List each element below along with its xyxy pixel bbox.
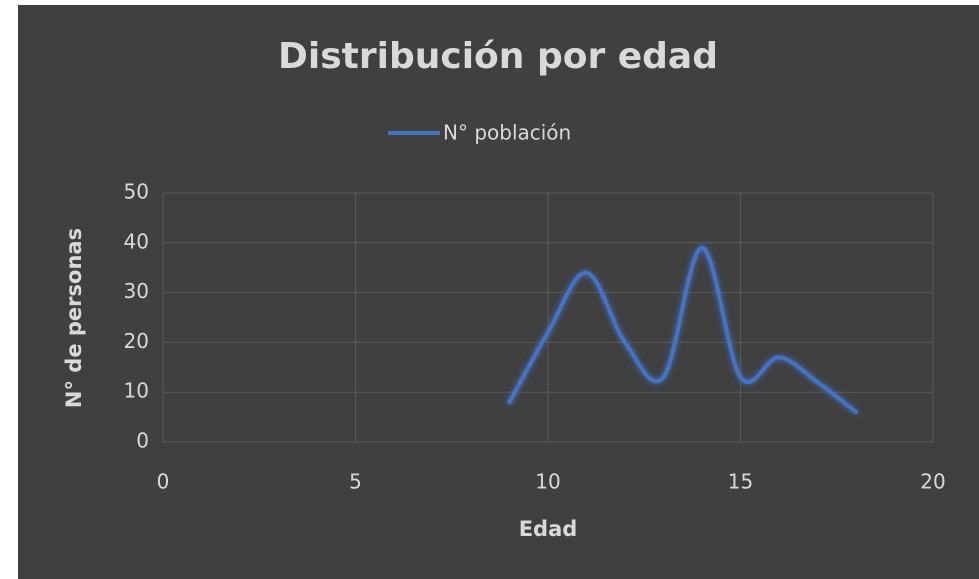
series-line xyxy=(507,245,858,415)
chart-title: Distribución por edad xyxy=(278,36,718,77)
y-tick-label: 0 xyxy=(136,429,149,453)
legend-label: N° población xyxy=(443,121,571,145)
x-tick-label: 15 xyxy=(728,470,753,494)
y-axis-label: N° de personas xyxy=(62,228,86,408)
x-tick-label: 20 xyxy=(920,470,945,494)
y-tick-label: 20 xyxy=(124,329,149,353)
x-tick-label: 0 xyxy=(157,470,170,494)
x-tick-label: 5 xyxy=(349,470,362,494)
y-tick-label: 10 xyxy=(124,379,149,403)
y-tick-label: 50 xyxy=(124,180,149,204)
chart-background xyxy=(18,5,979,579)
x-axis-label: Edad xyxy=(519,517,578,541)
y-tick-label: 40 xyxy=(124,229,149,253)
x-tick-label: 10 xyxy=(535,470,560,494)
y-tick-label: 30 xyxy=(124,279,149,303)
